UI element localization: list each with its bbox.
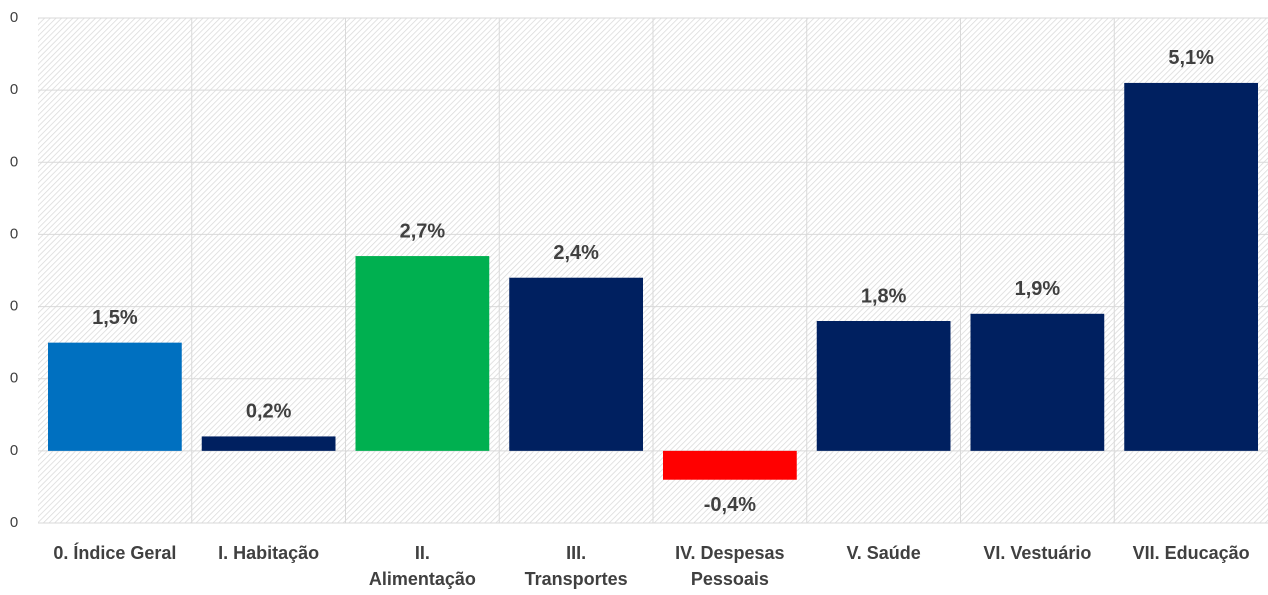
- y-tick-label: 0: [10, 9, 18, 26]
- x-tick-label: V. Saúde: [846, 543, 921, 563]
- data-label: 1,9%: [1015, 278, 1061, 300]
- y-tick-label: 0: [10, 370, 18, 387]
- bar: [970, 313, 1105, 451]
- y-tick-label: 0: [10, 442, 18, 459]
- bar: [201, 436, 336, 451]
- y-tick-label: 0: [10, 225, 18, 242]
- data-label: 1,5%: [92, 307, 138, 329]
- y-tick-label: 0: [10, 514, 18, 531]
- bar: [662, 450, 797, 480]
- data-label: 1,8%: [861, 285, 907, 307]
- x-tick-label: VI. Vestuário: [983, 543, 1092, 563]
- x-tick-label: III. Transportes: [524, 543, 628, 589]
- x-tick-label: 0. Índice Geral: [53, 543, 177, 563]
- x-tick-label: I. Habitação: [218, 543, 320, 563]
- x-tick-label: VII. Educação: [1132, 543, 1250, 563]
- bar: [816, 321, 951, 451]
- x-tick-label: II. Alimentação: [368, 543, 476, 589]
- y-tick-label: 0: [10, 81, 18, 98]
- data-label: 2,4%: [553, 242, 599, 264]
- bar: [509, 277, 644, 451]
- bar: [47, 342, 182, 451]
- data-label: -0,4%: [704, 494, 756, 516]
- y-tick-label: 0: [10, 153, 18, 170]
- data-label: 0,2%: [246, 401, 292, 423]
- data-label: 2,7%: [400, 220, 446, 242]
- data-label: 5,1%: [1168, 47, 1214, 69]
- bar: [355, 256, 490, 451]
- x-tick-label: IV. Despesas Pessoais: [675, 543, 785, 589]
- y-tick-label: 0: [10, 298, 18, 315]
- bar: [1124, 82, 1259, 451]
